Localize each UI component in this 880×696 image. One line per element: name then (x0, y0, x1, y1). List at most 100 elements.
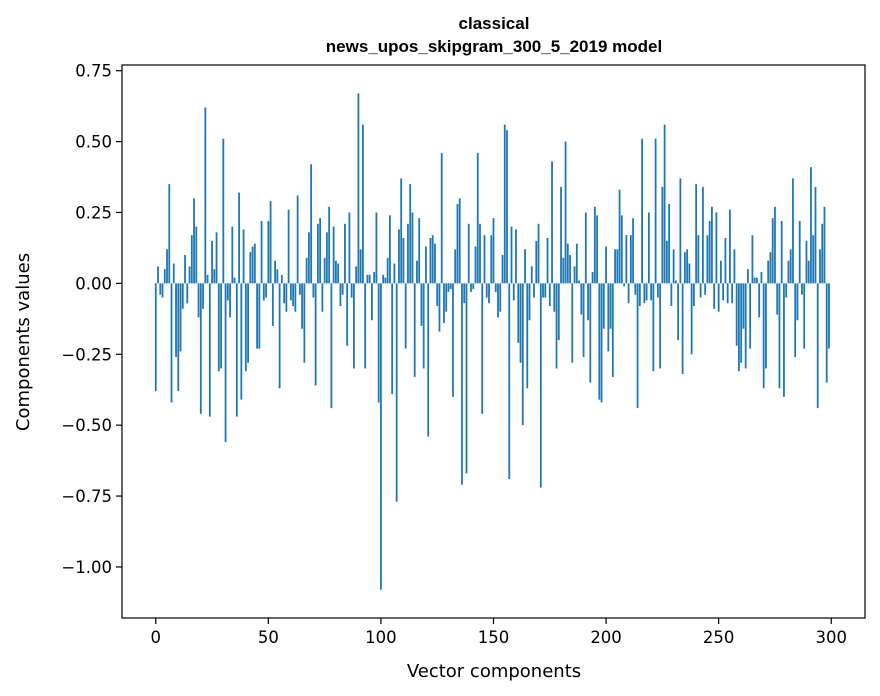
x-tick-label: 250 (703, 628, 735, 647)
bar-297 (823, 206, 826, 284)
bar-210 (627, 283, 630, 304)
bar-170 (537, 223, 540, 284)
bar-159 (512, 283, 515, 301)
bar-180 (560, 186, 562, 284)
bar-217 (643, 283, 646, 304)
bar-202 (609, 283, 612, 329)
x-tick-label: 300 (815, 628, 847, 647)
bar-92 (362, 124, 364, 284)
bar-34 (231, 226, 234, 284)
bar-150 (492, 218, 495, 284)
bar-146 (483, 235, 486, 284)
bar-131 (449, 283, 452, 290)
bar-171 (539, 283, 542, 488)
bar-58 (285, 283, 288, 312)
bar-22 (204, 107, 207, 284)
bar-168 (533, 283, 535, 298)
bar-167 (530, 266, 533, 284)
bar-120 (425, 246, 427, 284)
bar-8 (172, 263, 175, 284)
bar-233 (679, 178, 682, 284)
bar-237 (688, 263, 691, 284)
bar-154 (501, 255, 504, 284)
bar-203 (611, 283, 614, 377)
bar-139 (467, 223, 470, 284)
bar-14 (186, 283, 189, 304)
bar-195 (593, 206, 596, 284)
bar-47 (260, 220, 263, 284)
bar-266 (753, 277, 756, 284)
bar-173 (544, 283, 547, 298)
bar-250 (717, 283, 720, 312)
bar-219 (647, 212, 650, 284)
bar-275 (774, 206, 776, 284)
bar-220 (650, 283, 653, 301)
bar-61 (292, 283, 295, 307)
bar-205 (616, 249, 619, 284)
bar-27 (215, 232, 218, 284)
bar-112 (407, 223, 409, 284)
bar-49 (265, 283, 267, 298)
y-axis-label: Components values (13, 253, 34, 431)
bar-234 (681, 283, 684, 375)
bar-81 (337, 263, 340, 284)
bar-32 (226, 283, 229, 301)
bar-213 (634, 283, 637, 295)
bar-286 (798, 220, 801, 284)
bar-126 (438, 283, 441, 332)
bar-284 (794, 283, 797, 358)
bar-55 (278, 283, 281, 389)
bar-244 (704, 283, 707, 295)
y-tick-label: 0.75 (75, 62, 112, 81)
bar-246 (708, 220, 711, 284)
bar-235 (683, 252, 686, 284)
bar-293 (814, 186, 817, 284)
bar-184 (569, 255, 571, 284)
x-tick-label: 0 (151, 628, 162, 647)
bar-136 (461, 283, 463, 485)
bar-82 (339, 283, 342, 307)
bar-24 (208, 283, 211, 417)
bar-43 (251, 246, 254, 284)
bar-96 (371, 283, 373, 321)
bar-201 (607, 283, 610, 352)
bar-137 (463, 283, 466, 304)
bar-133 (454, 249, 457, 284)
bar-115 (413, 283, 416, 377)
bar-193 (589, 283, 592, 383)
bar-225 (661, 186, 664, 284)
bar-84 (344, 223, 346, 284)
bar-197 (598, 283, 601, 400)
bar-212 (632, 218, 634, 284)
bar-158 (510, 226, 513, 284)
bar-263 (747, 269, 749, 284)
bar-113 (409, 184, 412, 284)
bar-69 (310, 164, 313, 284)
y-axis: 0.75 0.50 0.25 0.00 −0.25 −0.50 −0.75 −1.00 (61, 62, 122, 577)
bar-251 (720, 260, 722, 284)
bar-187 (575, 243, 578, 284)
bar-288 (803, 283, 806, 349)
bar-292 (812, 235, 815, 284)
bar-273 (769, 252, 772, 284)
bar-232 (677, 283, 680, 341)
bar-259 (738, 283, 740, 372)
bar-265 (751, 235, 754, 284)
bar-194 (591, 272, 594, 284)
bar-100 (380, 283, 382, 590)
bar-287 (801, 283, 803, 295)
bar-123 (431, 235, 434, 284)
bar-64 (298, 283, 301, 295)
bar-38 (240, 283, 243, 400)
bar-51 (269, 201, 272, 284)
bar-42 (249, 252, 252, 284)
bar-224 (659, 283, 662, 369)
bar-57 (283, 283, 286, 304)
bar-31 (224, 283, 227, 443)
bar-101 (382, 274, 385, 284)
bar-278 (780, 220, 783, 284)
bar-206 (618, 189, 621, 284)
bar-281 (787, 260, 790, 284)
bar-199 (602, 283, 605, 329)
bar-155 (503, 124, 506, 284)
